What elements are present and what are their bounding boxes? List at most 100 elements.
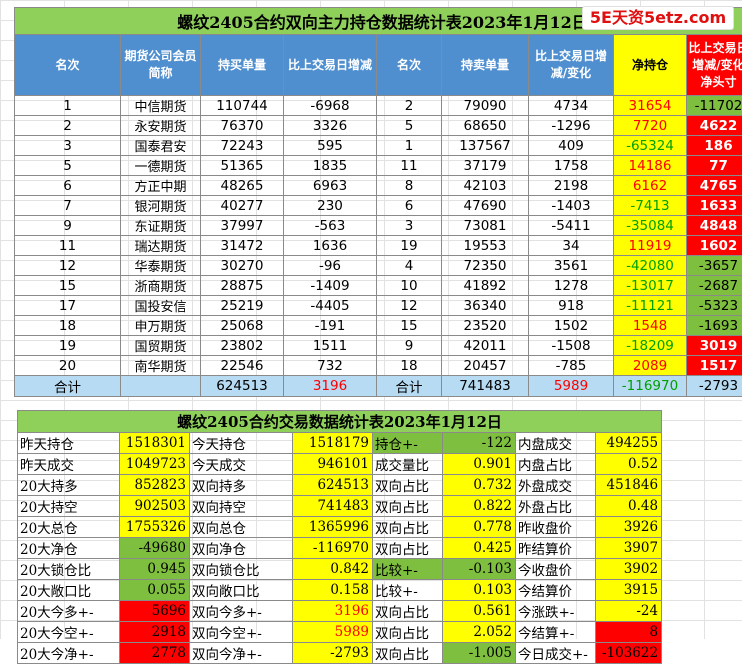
label-a: 20大锁仓比 bbox=[18, 559, 120, 580]
rank-cell: 2 bbox=[15, 116, 121, 136]
value-c: 0.425 bbox=[443, 538, 516, 559]
net-position-cell: -65324 bbox=[614, 136, 687, 156]
buy-volume-cell: 48265 bbox=[201, 176, 284, 196]
net-change-cell: 4765 bbox=[687, 176, 742, 196]
total-net: -116970 bbox=[614, 376, 687, 397]
value-d: 451846 bbox=[596, 475, 662, 496]
label-b: 今天持仓 bbox=[190, 433, 293, 454]
value-b: 624513 bbox=[293, 475, 373, 496]
value-a: -49680 bbox=[120, 538, 190, 559]
sell-rank-cell: 1 bbox=[377, 136, 442, 156]
value-b: 946101 bbox=[293, 454, 373, 475]
label-a: 20大今多+- bbox=[18, 601, 120, 622]
label-c: 比较+- bbox=[373, 559, 443, 580]
member-name-cell: 银河期货 bbox=[121, 196, 201, 216]
sell-change-cell: -1296 bbox=[529, 116, 614, 136]
member-name-cell: 国泰君安 bbox=[121, 136, 201, 156]
buy-volume-cell: 31472 bbox=[201, 236, 284, 256]
header-buy-volume: 持买单量 bbox=[201, 35, 284, 96]
label-c: 双向占比 bbox=[373, 517, 443, 538]
header-sell-volume: 持卖单量 bbox=[442, 35, 529, 96]
total-row: 合计 624513 3196 合计 741483 5989 -116970 -2… bbox=[15, 376, 742, 397]
sell-change-cell: 4734 bbox=[529, 96, 614, 116]
net-change-cell: 77 bbox=[687, 156, 742, 176]
label-c: 持仓+- bbox=[373, 433, 443, 454]
header-net-change: 比上交易日增减/变化净头寸 bbox=[687, 35, 742, 96]
label-d: 外盘占比 bbox=[516, 496, 596, 517]
value-d: 0.48 bbox=[596, 496, 662, 517]
header-rank-sell: 名次 bbox=[377, 35, 442, 96]
rank-cell: 1 bbox=[15, 96, 121, 116]
label-c: 双向占比 bbox=[373, 601, 443, 622]
label-b: 双向今净+- bbox=[190, 643, 293, 664]
buy-change-cell: 1511 bbox=[284, 336, 377, 356]
buy-change-cell: -563 bbox=[284, 216, 377, 236]
sell-change-cell: -785 bbox=[529, 356, 614, 376]
sell-rank-cell: 4 bbox=[377, 256, 442, 276]
net-position-cell: 2089 bbox=[614, 356, 687, 376]
label-c: 成交量比 bbox=[373, 454, 443, 475]
total-net-change: -2793 bbox=[687, 376, 742, 397]
buy-volume-cell: 30270 bbox=[201, 256, 284, 276]
label-b: 双向今空+- bbox=[190, 622, 293, 643]
buy-volume-cell: 25219 bbox=[201, 296, 284, 316]
net-change-cell: -3657 bbox=[687, 256, 742, 276]
net-change-cell: -11702 bbox=[687, 96, 742, 116]
value-a: 852823 bbox=[120, 475, 190, 496]
label-a: 昨天持仓 bbox=[18, 433, 120, 454]
buy-change-cell: 1835 bbox=[284, 156, 377, 176]
member-name-cell: 国贸期货 bbox=[121, 336, 201, 356]
net-position-cell: 7720 bbox=[614, 116, 687, 136]
label-b: 双向锁仓比 bbox=[190, 559, 293, 580]
net-change-cell: -1693 bbox=[687, 316, 742, 336]
net-position-cell: -35084 bbox=[614, 216, 687, 236]
header-buy-change: 比上交易日增减 bbox=[284, 35, 377, 96]
buy-change-cell: 732 bbox=[284, 356, 377, 376]
sell-change-cell: -1403 bbox=[529, 196, 614, 216]
value-d: 0.52 bbox=[596, 454, 662, 475]
total-label: 合计 bbox=[15, 376, 121, 397]
member-name-cell: 东证期货 bbox=[121, 216, 201, 236]
value-a: 1755326 bbox=[120, 517, 190, 538]
sell-change-cell: 1758 bbox=[529, 156, 614, 176]
label-c: 比较+- bbox=[373, 580, 443, 601]
sell-volume-cell: 72350 bbox=[442, 256, 529, 276]
value-b: 3196 bbox=[293, 601, 373, 622]
rank-cell: 9 bbox=[15, 216, 121, 236]
header-sell-change: 比上交易日增减/变化 bbox=[529, 35, 614, 96]
sell-change-cell: 2198 bbox=[529, 176, 614, 196]
member-name-cell: 申万期货 bbox=[121, 316, 201, 336]
value-b: 1365996 bbox=[293, 517, 373, 538]
buy-change-cell: -191 bbox=[284, 316, 377, 336]
sell-volume-cell: 79090 bbox=[442, 96, 529, 116]
label-c: 双向占比 bbox=[373, 643, 443, 664]
header-row: 名次 期货公司会员简称 持买单量 比上交易日增减 名次 持卖单量 比上交易日增减… bbox=[15, 35, 742, 96]
sell-volume-cell: 42103 bbox=[442, 176, 529, 196]
label-b: 今天成交 bbox=[190, 454, 293, 475]
watermark-logo: 5E天资5etz.com bbox=[582, 6, 734, 30]
label-a: 20大今净+- bbox=[18, 643, 120, 664]
rank-cell: 3 bbox=[15, 136, 121, 156]
value-d: 494255 bbox=[596, 433, 662, 454]
sell-change-cell: -1508 bbox=[529, 336, 614, 356]
value-b: 1518179 bbox=[293, 433, 373, 454]
rank-cell: 7 bbox=[15, 196, 121, 216]
value-d: -103622 bbox=[596, 643, 662, 664]
sell-rank-cell: 18 bbox=[377, 356, 442, 376]
value-c: 0.901 bbox=[443, 454, 516, 475]
label-c: 双向占比 bbox=[373, 496, 443, 517]
buy-change-cell: 1636 bbox=[284, 236, 377, 256]
buy-volume-cell: 72243 bbox=[201, 136, 284, 156]
buy-change-cell: 595 bbox=[284, 136, 377, 156]
sell-volume-cell: 23520 bbox=[442, 316, 529, 336]
buy-volume-cell: 25068 bbox=[201, 316, 284, 336]
